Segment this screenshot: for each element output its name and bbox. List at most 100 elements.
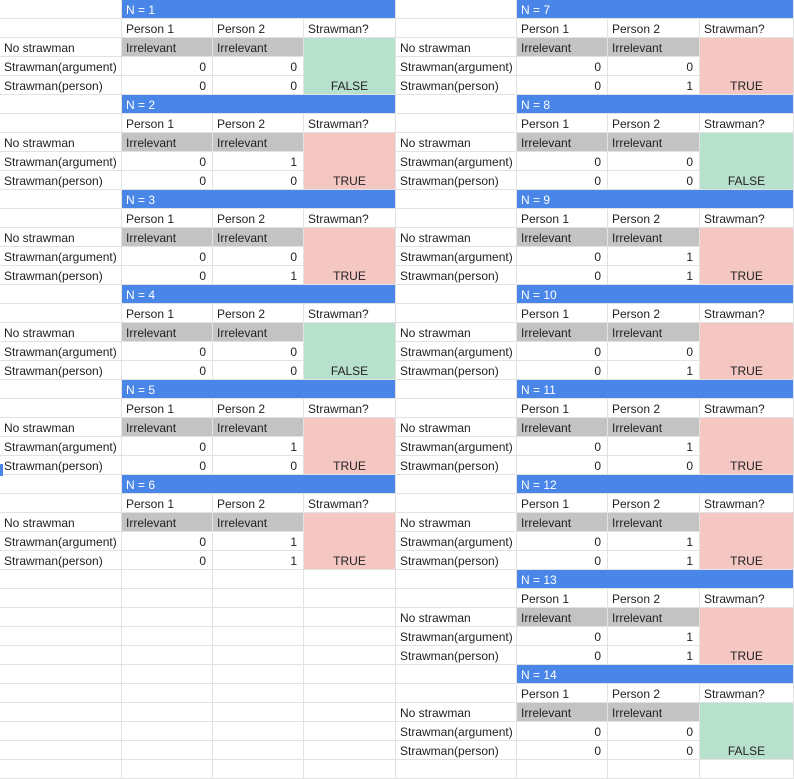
value-cell[interactable]: 1 (213, 532, 304, 551)
column-header-strawman[interactable]: Strawman? (700, 209, 794, 228)
grid-cell[interactable] (0, 304, 122, 323)
irrelevant-cell[interactable]: Irrelevant (608, 323, 700, 342)
column-header-strawman[interactable]: Strawman? (304, 399, 396, 418)
value-cell[interactable]: 0 (517, 171, 608, 190)
column-header-person2[interactable]: Person 2 (608, 494, 700, 513)
value-cell[interactable]: 0 (608, 741, 700, 760)
grid-cell[interactable] (0, 0, 122, 19)
grid-cell[interactable] (122, 646, 213, 665)
row-label-strawman-argument[interactable]: Strawman(argument) (0, 57, 122, 76)
block-header[interactable]: N = 1 (122, 0, 396, 19)
grid-cell[interactable] (0, 19, 122, 38)
grid-cell[interactable] (213, 646, 304, 665)
irrelevant-cell[interactable]: Irrelevant (517, 133, 608, 152)
irrelevant-cell[interactable]: Irrelevant (517, 703, 608, 722)
row-label-no-strawman[interactable]: No strawman (396, 133, 517, 152)
row-label-no-strawman[interactable]: No strawman (396, 228, 517, 247)
row-label-strawman-argument[interactable]: Strawman(argument) (396, 247, 517, 266)
column-header-person1[interactable]: Person 1 (517, 494, 608, 513)
grid-cell[interactable] (122, 589, 213, 608)
grid-cell[interactable] (122, 703, 213, 722)
value-cell[interactable]: 0 (213, 76, 304, 95)
row-label-strawman-person[interactable]: Strawman(person) (0, 551, 122, 570)
grid-cell[interactable] (0, 95, 122, 114)
column-header-person2[interactable]: Person 2 (608, 589, 700, 608)
value-cell[interactable]: 0 (122, 266, 213, 285)
strawman-result-cell[interactable]: TRUE (304, 513, 396, 570)
strawman-result-cell[interactable]: TRUE (304, 133, 396, 190)
grid-cell[interactable] (0, 646, 122, 665)
value-cell[interactable]: 0 (608, 722, 700, 741)
row-label-strawman-argument[interactable]: Strawman(argument) (396, 627, 517, 646)
grid-cell[interactable] (396, 399, 517, 418)
value-cell[interactable]: 0 (213, 57, 304, 76)
grid-cell[interactable] (396, 589, 517, 608)
column-header-person1[interactable]: Person 1 (517, 589, 608, 608)
block-header[interactable]: N = 8 (517, 95, 794, 114)
grid-cell[interactable] (122, 741, 213, 760)
column-header-strawman[interactable]: Strawman? (700, 684, 794, 703)
block-header[interactable]: N = 14 (517, 665, 794, 684)
irrelevant-cell[interactable]: Irrelevant (122, 38, 213, 57)
grid-cell[interactable] (396, 95, 517, 114)
column-header-person2[interactable]: Person 2 (608, 114, 700, 133)
column-header-person2[interactable]: Person 2 (608, 399, 700, 418)
value-cell[interactable]: 0 (122, 551, 213, 570)
row-label-no-strawman[interactable]: No strawman (0, 418, 122, 437)
row-label-strawman-argument[interactable]: Strawman(argument) (0, 342, 122, 361)
grid-cell[interactable] (396, 494, 517, 513)
value-cell[interactable]: 0 (517, 551, 608, 570)
column-header-strawman[interactable]: Strawman? (304, 209, 396, 228)
grid-cell[interactable] (122, 760, 213, 779)
column-header-person2[interactable]: Person 2 (213, 114, 304, 133)
block-header[interactable]: N = 10 (517, 285, 794, 304)
row-label-strawman-person[interactable]: Strawman(person) (396, 171, 517, 190)
row-label-no-strawman[interactable]: No strawman (396, 418, 517, 437)
irrelevant-cell[interactable]: Irrelevant (517, 228, 608, 247)
column-header-person1[interactable]: Person 1 (122, 209, 213, 228)
grid-cell[interactable] (396, 304, 517, 323)
irrelevant-cell[interactable]: Irrelevant (213, 418, 304, 437)
grid-cell[interactable] (213, 627, 304, 646)
strawman-result-cell[interactable]: TRUE (304, 228, 396, 285)
value-cell[interactable]: 0 (517, 532, 608, 551)
grid-cell[interactable] (304, 722, 396, 741)
value-cell[interactable]: 1 (213, 551, 304, 570)
value-cell[interactable]: 0 (122, 76, 213, 95)
column-header-person1[interactable]: Person 1 (122, 399, 213, 418)
irrelevant-cell[interactable]: Irrelevant (122, 418, 213, 437)
grid-cell[interactable] (304, 570, 396, 589)
row-label-strawman-argument[interactable]: Strawman(argument) (396, 722, 517, 741)
grid-cell[interactable] (517, 760, 608, 779)
value-cell[interactable]: 1 (608, 551, 700, 570)
value-cell[interactable]: 0 (517, 152, 608, 171)
row-label-strawman-person[interactable]: Strawman(person) (396, 266, 517, 285)
strawman-result-cell[interactable]: TRUE (700, 608, 794, 665)
value-cell[interactable]: 0 (122, 361, 213, 380)
grid-cell[interactable] (700, 760, 794, 779)
row-label-strawman-argument[interactable]: Strawman(argument) (0, 532, 122, 551)
column-header-person1[interactable]: Person 1 (517, 209, 608, 228)
grid-cell[interactable] (0, 589, 122, 608)
irrelevant-cell[interactable]: Irrelevant (213, 323, 304, 342)
grid-cell[interactable] (122, 608, 213, 627)
grid-cell[interactable] (0, 570, 122, 589)
strawman-result-cell[interactable]: FALSE (700, 133, 794, 190)
grid-cell[interactable] (396, 475, 517, 494)
grid-cell[interactable] (0, 760, 122, 779)
grid-cell[interactable] (304, 703, 396, 722)
grid-cell[interactable] (122, 570, 213, 589)
value-cell[interactable]: 0 (517, 57, 608, 76)
value-cell[interactable]: 0 (608, 456, 700, 475)
grid-cell[interactable] (0, 494, 122, 513)
value-cell[interactable]: 0 (608, 57, 700, 76)
row-label-strawman-argument[interactable]: Strawman(argument) (396, 342, 517, 361)
row-label-no-strawman[interactable]: No strawman (396, 38, 517, 57)
row-label-strawman-argument[interactable]: Strawman(argument) (396, 57, 517, 76)
value-cell[interactable]: 1 (213, 266, 304, 285)
value-cell[interactable]: 0 (213, 456, 304, 475)
block-header[interactable]: N = 9 (517, 190, 794, 209)
grid-cell[interactable] (0, 703, 122, 722)
value-cell[interactable]: 0 (608, 342, 700, 361)
column-header-person1[interactable]: Person 1 (122, 114, 213, 133)
